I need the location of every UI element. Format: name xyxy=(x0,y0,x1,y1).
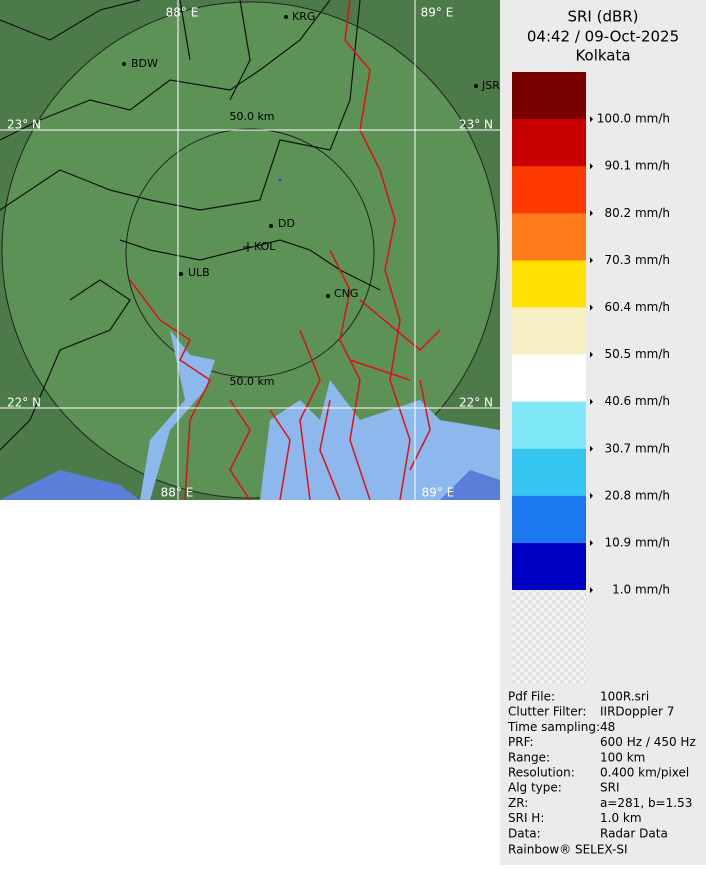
info-value: 600 Hz / 450 Hz xyxy=(600,735,696,749)
city-label: JSR xyxy=(481,79,500,92)
info-value: 0.400 km/pixel xyxy=(600,766,689,780)
city-marker xyxy=(122,62,126,66)
info-value: 100R.sri xyxy=(600,690,649,704)
legend-swatch xyxy=(512,166,586,214)
legend-label: 50.5 mm/h xyxy=(604,347,670,361)
info-table: Pdf File: 100R.sri Clutter Filter: IIRDoppl… xyxy=(507,690,696,841)
legend-swatch xyxy=(512,354,586,403)
info-value: SRI xyxy=(600,781,620,795)
lat-lon-grid xyxy=(0,0,500,500)
header-line: SRI (dBR) xyxy=(567,8,638,26)
range-label: 50.0 km xyxy=(229,375,274,388)
info-key: Time sampling: xyxy=(507,720,600,734)
legend-tick xyxy=(590,445,593,452)
legend-tick xyxy=(590,398,593,405)
grid-label: 22° N xyxy=(459,396,493,410)
city-marker xyxy=(284,15,288,19)
info-key: Alg type: xyxy=(508,781,562,795)
city-label: ULB xyxy=(188,266,210,279)
sea xyxy=(0,470,500,500)
legend-label: 60.4 mm/h xyxy=(604,300,670,314)
info-key: Resolution: xyxy=(508,766,575,780)
water xyxy=(140,330,500,500)
grid-label: 89° E xyxy=(422,486,455,500)
legend-swatch xyxy=(512,72,586,120)
city-marker xyxy=(179,272,183,276)
echo xyxy=(278,178,282,182)
grid-label: 22° N xyxy=(7,396,41,410)
outer-range-ring xyxy=(1,1,499,499)
city-label: CNG xyxy=(334,287,358,300)
grid-label: 23° N xyxy=(459,118,493,132)
info-key: Clutter Filter: xyxy=(508,705,586,719)
legend-tick xyxy=(590,210,593,217)
map: 88° E 89° E 23° N 23° N 22° N 22° N 88° … xyxy=(0,0,500,500)
city-label: BDW xyxy=(131,57,158,70)
grid-label: 88° E xyxy=(161,486,194,500)
color-legend: 100.0 mm/h 90.1 mm/h 80.2 mm/h 70.3 mm/h 60.… xyxy=(512,72,670,597)
legend-tick xyxy=(590,587,593,594)
borders xyxy=(0,0,381,451)
legend-label: 30.7 mm/h xyxy=(604,441,670,455)
radar-site xyxy=(243,242,253,252)
grid-label: 89° E xyxy=(421,6,454,20)
legend-swatch xyxy=(512,307,586,356)
header-line: Kolkata xyxy=(575,47,630,65)
legend-swatch xyxy=(512,448,586,497)
legend-label: 10.9 mm/h xyxy=(604,536,670,550)
city-marker xyxy=(474,84,478,88)
info-key: Pdf File: xyxy=(508,690,555,704)
legend-swatch xyxy=(512,401,586,450)
legend-swatch xyxy=(512,260,586,308)
info-value: a=281, b=1.53 xyxy=(600,796,692,810)
city-marker xyxy=(269,224,273,228)
info-value: IIRDoppler 7 xyxy=(600,705,674,719)
rivers xyxy=(129,0,441,500)
legend-label: 90.1 mm/h xyxy=(604,159,670,173)
info-key: SRI H: xyxy=(508,811,544,825)
city-marker xyxy=(326,294,330,298)
legend-swatch xyxy=(512,495,586,544)
legend-tick xyxy=(590,116,593,123)
city-label: KRG xyxy=(292,10,315,23)
info-key: Data: xyxy=(508,826,541,840)
info-value: 100 km xyxy=(600,750,645,764)
info-key: ZR: xyxy=(508,796,528,810)
legend-label: 100.0 mm/h xyxy=(597,112,670,126)
grid-label: 88° E xyxy=(166,6,199,20)
legend-swatch xyxy=(512,213,586,261)
legend-tick xyxy=(590,492,593,499)
legend-label: 80.2 mm/h xyxy=(604,206,670,220)
legend-tick xyxy=(590,540,593,546)
info-value: Radar Data xyxy=(600,826,668,840)
legend-label: 1.0 mm/h xyxy=(612,583,670,597)
legend-label: 40.6 mm/h xyxy=(604,394,670,408)
info-key: PRF: xyxy=(508,735,534,749)
header-line: 04:42 / 09-Oct-2025 xyxy=(527,28,679,46)
grid-label: 23° N xyxy=(7,118,41,132)
city-label: KOL xyxy=(254,240,276,253)
city-label: DD xyxy=(278,217,295,230)
footer: Rainbow® SELEX-SI xyxy=(508,843,628,857)
range-label: 50.0 km xyxy=(229,110,274,123)
legend-label: 20.8 mm/h xyxy=(604,488,670,502)
legend-tick xyxy=(590,163,593,170)
cities: KRG BDW JSR DD KOL ULB CNG xyxy=(122,10,500,300)
legend-swatch xyxy=(512,543,586,591)
legend-tick xyxy=(590,304,593,311)
info-key: Range: xyxy=(508,750,550,764)
legend-swatch xyxy=(512,119,586,167)
legend-tick xyxy=(590,257,593,264)
inner-range-ring xyxy=(125,128,375,378)
legend-tick xyxy=(590,351,593,358)
info-value: 1.0 km xyxy=(600,811,642,825)
info-value: 48 xyxy=(600,720,615,734)
legend-label: 70.3 mm/h xyxy=(604,253,670,267)
no-data-swatch xyxy=(512,590,586,685)
